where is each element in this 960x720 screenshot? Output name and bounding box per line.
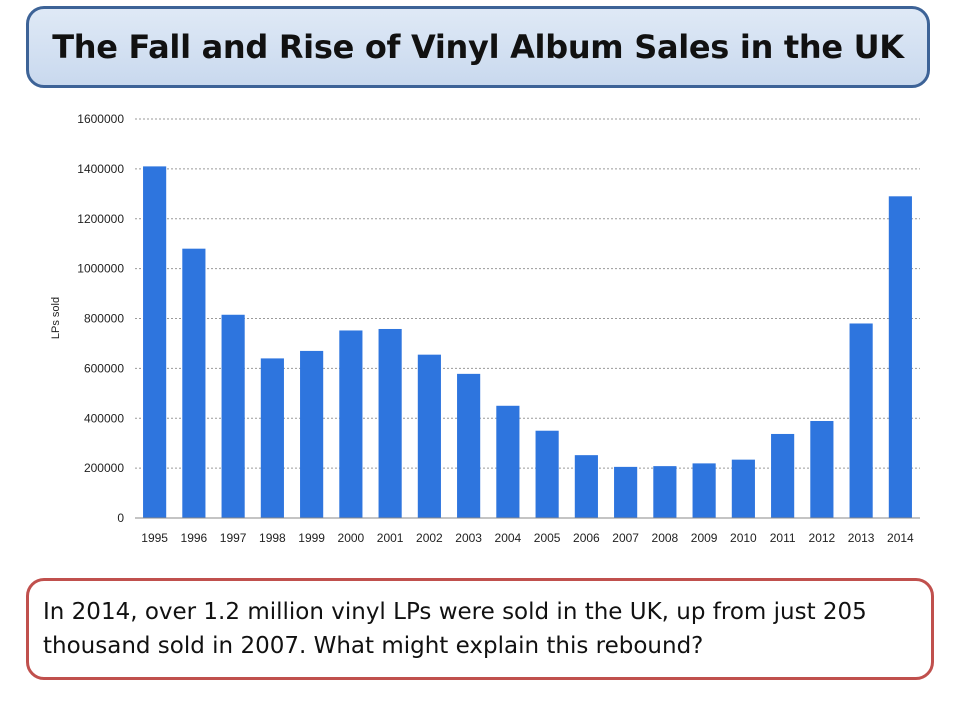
x-tick-label: 2001 bbox=[377, 531, 404, 545]
bar-2003 bbox=[457, 373, 481, 518]
x-tick-label: 2012 bbox=[809, 531, 836, 545]
bar-2013 bbox=[849, 323, 873, 518]
x-tick-label: 2003 bbox=[455, 531, 482, 545]
bar-2011 bbox=[771, 433, 795, 518]
x-tick-label: 1997 bbox=[220, 531, 247, 545]
x-tick-label: 1996 bbox=[181, 531, 208, 545]
y-tick-label: 800000 bbox=[84, 312, 124, 326]
bars bbox=[143, 166, 912, 519]
bar-2012 bbox=[810, 420, 834, 518]
x-tick-label: 1995 bbox=[141, 531, 168, 545]
y-tick-label: 1000000 bbox=[77, 262, 124, 276]
bar-2009 bbox=[692, 463, 716, 518]
x-tick-label: 1998 bbox=[259, 531, 286, 545]
bar-2010 bbox=[731, 459, 755, 518]
bar-1995 bbox=[143, 166, 167, 518]
x-tick-label: 2005 bbox=[534, 531, 561, 545]
x-tick-label: 2010 bbox=[730, 531, 757, 545]
x-tick-label: 1999 bbox=[298, 531, 325, 545]
bar-1997 bbox=[221, 314, 245, 518]
x-tick-label: 2009 bbox=[691, 531, 718, 545]
x-tick-label: 2006 bbox=[573, 531, 600, 545]
y-tick-label: 0 bbox=[117, 511, 124, 525]
y-axis-ticks: 0 200000 400000 600000 800000 1000000 1200000 1… bbox=[77, 112, 124, 525]
title-banner: The Fall and Rise of Vinyl Album Sales i… bbox=[26, 6, 930, 88]
y-tick-label: 200000 bbox=[84, 461, 124, 475]
caption-box: In 2014, over 1.2 million vinyl LPs were… bbox=[26, 578, 934, 680]
x-tick-label: 2000 bbox=[338, 531, 365, 545]
y-tick-label: 400000 bbox=[84, 411, 124, 425]
bar-2002 bbox=[417, 354, 441, 518]
bar-2001 bbox=[378, 328, 402, 518]
x-tick-label: 2007 bbox=[612, 531, 639, 545]
bar-2005 bbox=[535, 430, 559, 518]
bar-1998 bbox=[260, 358, 284, 518]
y-tick-label: 1200000 bbox=[77, 212, 124, 226]
x-tick-label: 2011 bbox=[770, 531, 796, 545]
x-tick-label: 2008 bbox=[652, 531, 679, 545]
y-tick-label: 1600000 bbox=[77, 112, 124, 126]
caption-text: In 2014, over 1.2 million vinyl LPs were… bbox=[43, 599, 867, 659]
y-axis-label: LPs sold bbox=[50, 297, 62, 339]
grid-lines bbox=[135, 118, 920, 469]
x-tick-label: 2014 bbox=[887, 531, 914, 545]
bar-2006 bbox=[574, 455, 598, 518]
bar-2008 bbox=[653, 466, 677, 518]
bar-chart: 0 200000 400000 600000 800000 1000000 1200000 1… bbox=[50, 112, 920, 545]
page-title: The Fall and Rise of Vinyl Album Sales i… bbox=[52, 28, 904, 66]
y-tick-label: 1400000 bbox=[77, 162, 124, 176]
bar-2000 bbox=[339, 330, 363, 518]
bar-2014 bbox=[888, 196, 912, 518]
bar-2007 bbox=[614, 466, 638, 518]
y-tick-label: 600000 bbox=[84, 361, 124, 375]
bar-2004 bbox=[496, 405, 520, 518]
x-tick-label: 2002 bbox=[416, 531, 443, 545]
bar-1999 bbox=[300, 350, 324, 518]
x-axis-ticks: 1995 1996 1997 1998 1999 2000 2001 2002 2003 2004… bbox=[141, 531, 914, 545]
x-tick-label: 2004 bbox=[495, 531, 522, 545]
bar-1996 bbox=[182, 248, 206, 519]
x-tick-label: 2013 bbox=[848, 531, 875, 545]
